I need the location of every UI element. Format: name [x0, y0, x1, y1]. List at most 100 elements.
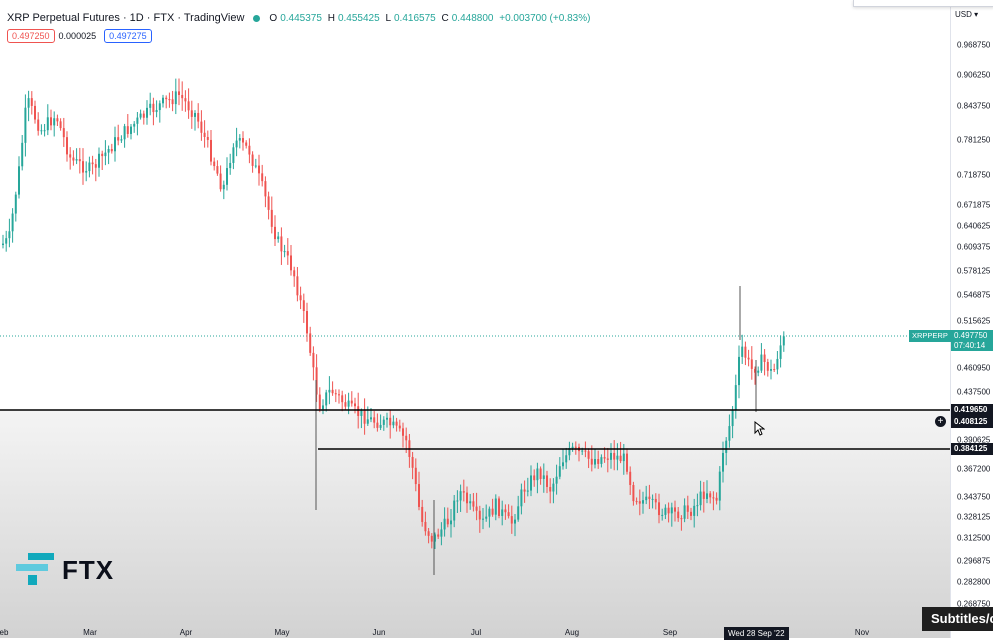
subtitles-overlay[interactable]: Subtitles/c — [922, 607, 993, 631]
candle-body — [693, 505, 696, 516]
candle-body — [245, 142, 248, 146]
buy-price-button[interactable]: 0.497275 — [104, 29, 152, 43]
candle-body — [702, 491, 705, 499]
candle-body — [78, 159, 81, 162]
candle-body — [197, 112, 200, 122]
candle-body — [482, 518, 484, 520]
ftx-logo-icon — [16, 553, 54, 585]
candle-body — [347, 400, 350, 407]
candle-body — [472, 501, 475, 507]
candle-body — [27, 98, 30, 108]
candle-body — [507, 512, 510, 517]
candle-body — [85, 171, 88, 173]
candle-body — [686, 505, 689, 512]
candle-body — [773, 369, 776, 371]
candle-body — [667, 507, 670, 514]
candle-body — [779, 345, 782, 359]
symbol-title[interactable]: XRP Perpetual Futures · 1D · FTX · Tradi… — [7, 12, 245, 24]
candle-body — [712, 497, 715, 499]
price-axis[interactable] — [950, 0, 993, 638]
candle-body — [104, 152, 107, 157]
currency-selector[interactable]: USD ▾ — [955, 10, 979, 19]
candle-body — [533, 475, 536, 481]
candle-body — [302, 300, 305, 312]
candle-body — [389, 417, 392, 426]
candle-body — [542, 475, 545, 479]
month-label: Aug — [564, 628, 580, 637]
candle-body — [590, 458, 593, 465]
candle-body — [56, 118, 59, 122]
top-menu-popup — [853, 0, 993, 7]
candle-body — [174, 91, 177, 105]
add-alert-plus-icon[interactable]: + — [935, 416, 946, 427]
candle-body — [306, 311, 308, 334]
candle-body — [674, 507, 676, 512]
price-tick-label: 0.781250 — [957, 135, 991, 145]
candle-body — [645, 496, 648, 501]
candle-body — [616, 455, 619, 460]
candle-body — [136, 117, 139, 124]
price-tick-label: 0.843750 — [957, 101, 991, 111]
candlestick-chart[interactable] — [0, 0, 950, 638]
candle-body — [539, 468, 542, 479]
sell-price-button[interactable]: 0.497250 — [7, 29, 55, 43]
candle-body — [277, 236, 280, 240]
candle-body — [162, 97, 164, 104]
candle-body — [142, 113, 145, 118]
bar-countdown: 07:40:14 — [954, 341, 986, 350]
candle-body — [718, 471, 721, 501]
candle-body — [331, 389, 334, 394]
price-tick-label: 0.460950 — [957, 363, 991, 373]
candle-body — [40, 130, 43, 132]
candle-body — [88, 162, 91, 172]
candle-body — [386, 417, 388, 420]
price-tick-label: 0.515625 — [957, 316, 991, 326]
candle-body — [274, 226, 276, 240]
candle-body — [139, 113, 142, 118]
candle-body — [722, 452, 724, 472]
resistance-price-label: 0.419650 — [951, 404, 993, 416]
price-tick-label: 0.718750 — [957, 170, 991, 180]
candle-body — [37, 119, 40, 131]
candle-body — [478, 510, 481, 520]
candle-body — [107, 149, 110, 153]
candle-body — [376, 422, 379, 428]
candle-body — [600, 457, 603, 464]
candle-body — [427, 531, 430, 536]
candle-body — [203, 132, 206, 137]
candle-body — [610, 452, 612, 460]
ftx-logo: FTX — [16, 553, 114, 587]
chart-area[interactable]: XRP Perpetual Futures · 1D · FTX · Tradi… — [0, 0, 950, 638]
candle-body — [696, 505, 699, 507]
candle-body — [181, 94, 184, 99]
month-label: May — [274, 628, 290, 637]
candle-body — [168, 99, 171, 101]
candle-body — [11, 213, 14, 232]
candle-body — [171, 99, 174, 105]
candle-body — [664, 507, 667, 515]
candle-body — [126, 126, 129, 134]
candle-body — [264, 181, 267, 197]
candle-body — [34, 105, 36, 120]
spread-value: 0.000025 — [58, 31, 97, 41]
candle-body — [613, 452, 616, 460]
candle-body — [635, 501, 638, 503]
candle-body — [661, 514, 664, 516]
candle-body — [216, 166, 219, 174]
candle-body — [568, 448, 571, 456]
candle-body — [654, 498, 657, 503]
candle-body — [760, 354, 763, 371]
candle-body — [318, 394, 321, 410]
candle-body — [210, 139, 212, 162]
candle-body — [158, 103, 161, 111]
current-price-label: 0.497750 07:40:14 — [951, 330, 993, 351]
ohlc-values: O 0.445375 H 0.455425 L 0.416575 C 0.448800 … — [269, 12, 591, 24]
candle-body — [597, 459, 600, 464]
candle-body — [94, 164, 97, 168]
candle-body — [670, 507, 673, 514]
candle-body — [750, 359, 753, 369]
change-value: +0.003700 (+0.83%) — [499, 12, 591, 24]
chart-legend: XRP Perpetual Futures · 1D · FTX · Tradi… — [7, 12, 593, 24]
candle-body — [344, 402, 347, 407]
candle-body — [690, 511, 692, 516]
